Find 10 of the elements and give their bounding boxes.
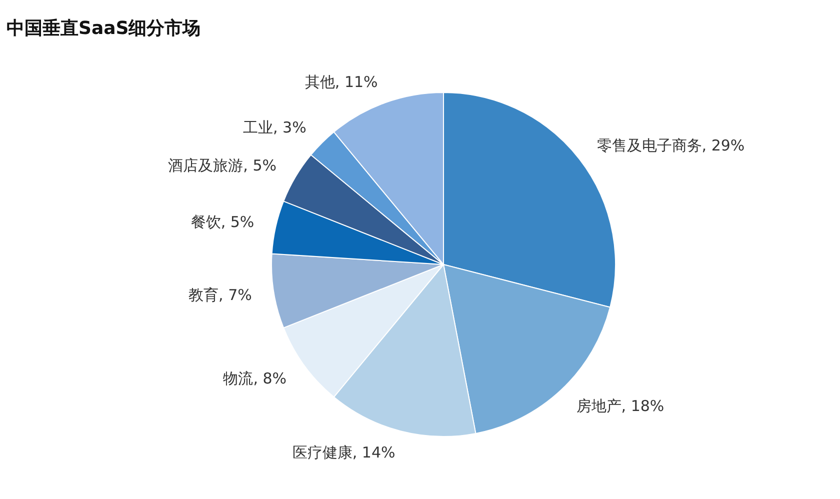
slice-label: 餐饮, 5%	[190, 213, 254, 232]
slice-label: 零售及电子商务, 29%	[596, 136, 745, 155]
slice-label: 酒店及旅游, 5%	[168, 156, 277, 175]
slice-label: 房地产, 18%	[576, 396, 664, 415]
chart-title: 中国垂直SaaS细分市场	[6, 18, 201, 39]
slice-label: 医疗健康, 14%	[292, 443, 396, 462]
slice-label: 教育, 7%	[188, 286, 252, 304]
slice-label: 物流, 8%	[223, 370, 287, 388]
slice-label: 工业, 3%	[242, 118, 306, 136]
slice-label: 其他, 11%	[304, 72, 378, 91]
